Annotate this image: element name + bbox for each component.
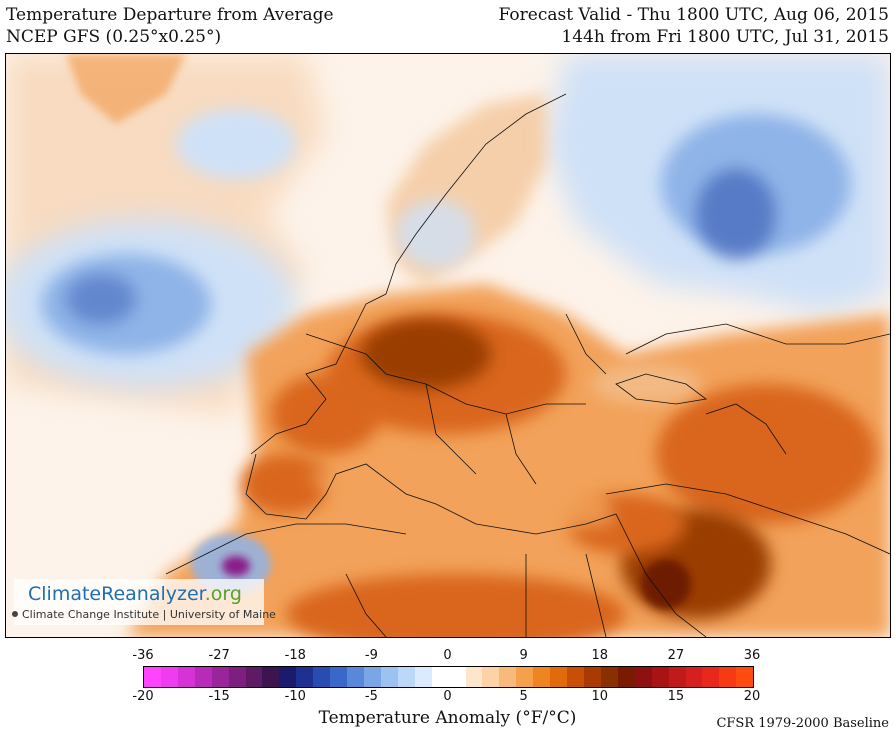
colorbar-swatch bbox=[194, 667, 212, 687]
celsius-tick: -20 bbox=[132, 689, 154, 704]
colorbar-swatch bbox=[550, 667, 568, 687]
colorbar-swatch bbox=[397, 667, 415, 687]
colorbar-swatch bbox=[380, 667, 398, 687]
colorbar-swatch bbox=[651, 667, 669, 687]
france-heat bbox=[271, 374, 381, 454]
anomaly-map bbox=[5, 53, 891, 638]
colorbar-axis-label: Temperature Anomaly (°F/°C) bbox=[318, 708, 577, 728]
colorbar-swatch bbox=[685, 667, 703, 687]
celsius-tick: -15 bbox=[208, 689, 230, 704]
colorbar-swatch bbox=[313, 667, 331, 687]
colorbar-swatch bbox=[533, 667, 551, 687]
iceland-cold-patch bbox=[176, 109, 296, 179]
colorbar-swatch bbox=[617, 667, 635, 687]
map-title: Temperature Departure from Average NCEP … bbox=[6, 4, 334, 48]
greenland-coast bbox=[66, 54, 186, 124]
arabia-heat-core bbox=[641, 559, 691, 609]
colorbar-swatch bbox=[347, 667, 364, 687]
iberia-heat bbox=[241, 454, 331, 514]
colorbar-swatch bbox=[448, 667, 466, 687]
celsius-ticks: -20 -15 -10 -5 0 5 10 15 20 bbox=[0, 689, 895, 705]
coastlines bbox=[165, 93, 890, 637]
institute-icon bbox=[12, 611, 18, 617]
colorbar-swatch bbox=[499, 667, 517, 687]
colorbar-swatch bbox=[211, 667, 229, 687]
colorbar-swatch bbox=[296, 667, 314, 687]
fahrenheit-tick: -9 bbox=[364, 648, 378, 663]
colorbar-swatch bbox=[330, 667, 348, 687]
atlantic-cold-center bbox=[66, 274, 136, 324]
celsius-tick: 0 bbox=[443, 689, 452, 704]
colorbar-swatch bbox=[634, 667, 652, 687]
colorbar-swatch bbox=[177, 667, 195, 687]
sahara-heat bbox=[286, 574, 626, 637]
celsius-tick: 10 bbox=[591, 689, 609, 704]
valid-line-2: 144h from Fri 1800 UTC, Jul 31, 2015 bbox=[561, 27, 889, 47]
colorbar-swatch bbox=[144, 667, 161, 687]
colorbar-swatch bbox=[719, 667, 737, 687]
norway-cool-patch bbox=[396, 199, 476, 269]
morocco-cold-core bbox=[222, 556, 250, 576]
baseline-note: CFSR 1979-2000 Baseline bbox=[716, 716, 889, 731]
celsius-tick: 20 bbox=[743, 689, 761, 704]
mediterranean-sea bbox=[306, 464, 616, 534]
colorbar-swatch bbox=[702, 667, 720, 687]
celsius-tick: -10 bbox=[284, 689, 306, 704]
colorbar-swatch bbox=[583, 667, 601, 687]
colorbar-swatch bbox=[160, 667, 178, 687]
russia-cold-center bbox=[696, 169, 776, 259]
colorbar-swatch bbox=[567, 667, 584, 687]
colorbar-swatch bbox=[363, 667, 381, 687]
colorbar-swatch bbox=[262, 667, 280, 687]
fahrenheit-tick: 36 bbox=[743, 648, 761, 663]
forecast-valid: Forecast Valid - Thu 1800 UTC, Aug 06, 2… bbox=[499, 4, 889, 48]
logo-name: ClimateReanalyzer bbox=[28, 583, 205, 605]
logo-domain: .org bbox=[204, 583, 242, 605]
fahrenheit-ticks: -36 -27 -18 -9 0 9 18 27 36 bbox=[0, 648, 895, 664]
celsius-tick: 15 bbox=[667, 689, 685, 704]
title-line-1: Temperature Departure from Average bbox=[6, 5, 334, 25]
fahrenheit-tick: 0 bbox=[443, 648, 452, 663]
climate-reanalyzer-logo[interactable]: ClimateReanalyzer.org bbox=[28, 582, 242, 606]
colorbar-swatch bbox=[668, 667, 686, 687]
colorbar-swatch bbox=[465, 667, 483, 687]
color-scale-bar bbox=[143, 666, 754, 688]
fahrenheit-tick: 18 bbox=[591, 648, 609, 663]
colorbar-swatch bbox=[736, 667, 754, 687]
central-europe-heat-core bbox=[361, 319, 491, 389]
colorbar-swatch bbox=[600, 667, 618, 687]
fahrenheit-tick: -36 bbox=[132, 648, 154, 663]
colorbar-swatch bbox=[431, 667, 449, 687]
colorbar-swatch bbox=[414, 667, 432, 687]
celsius-tick: -5 bbox=[364, 689, 378, 704]
colorbar-swatch bbox=[279, 667, 297, 687]
colorbar-swatch bbox=[228, 667, 246, 687]
black-sea bbox=[591, 364, 701, 404]
logo-subtitle: Climate Change Institute | University of… bbox=[22, 608, 276, 621]
colorbar-swatch bbox=[482, 667, 500, 687]
valid-line-1: Forecast Valid - Thu 1800 UTC, Aug 06, 2… bbox=[498, 5, 889, 25]
celsius-tick: 5 bbox=[519, 689, 528, 704]
iran-heat bbox=[656, 384, 876, 524]
fahrenheit-tick: -18 bbox=[284, 648, 306, 663]
fahrenheit-tick: -27 bbox=[208, 648, 230, 663]
fahrenheit-tick: 9 bbox=[519, 648, 528, 663]
logo-backdrop bbox=[14, 579, 264, 625]
anomaly-map-canvas bbox=[6, 54, 890, 637]
title-line-2: NCEP GFS (0.25°x0.25°) bbox=[6, 27, 222, 47]
colorbar-swatch bbox=[245, 667, 263, 687]
colorbar-swatch bbox=[516, 667, 534, 687]
fahrenheit-tick: 27 bbox=[667, 648, 685, 663]
